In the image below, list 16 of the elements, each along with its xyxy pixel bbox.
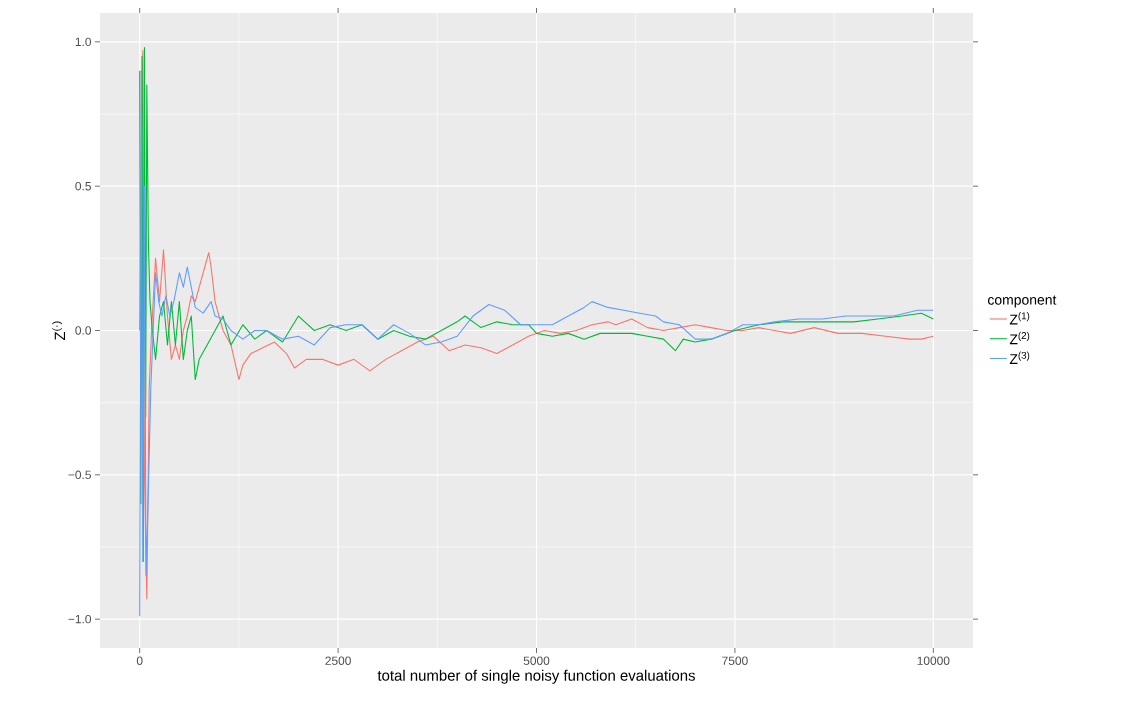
legend-label: Z$^{(3)}$	[1009, 351, 1030, 364]
x-tick-label: 7500	[722, 656, 748, 665]
y-tick-label: −0.5	[68, 470, 91, 480]
y-axis-title: Z$^{(·)}$	[52, 321, 66, 341]
x-tick-label: 5000	[523, 656, 550, 665]
x-axis-title: total number of single noisy function evaluations	[377, 669, 695, 684]
legend-title: component	[987, 295, 1057, 308]
y-tick-label: 0.5	[75, 181, 91, 191]
y-tick-label: 0.0	[75, 326, 92, 335]
x-tick-label: 2500	[325, 656, 351, 665]
legend-label: Z$^{(2)}$	[1009, 331, 1030, 345]
x-tick-label: 0	[136, 656, 143, 665]
x-tick-label: 10000	[917, 656, 950, 665]
y-tick-label: 1.0	[75, 37, 92, 47]
legend-label: Z$^{(1)}$	[1009, 312, 1030, 325]
y-tick-label: −1.0	[68, 614, 92, 624]
